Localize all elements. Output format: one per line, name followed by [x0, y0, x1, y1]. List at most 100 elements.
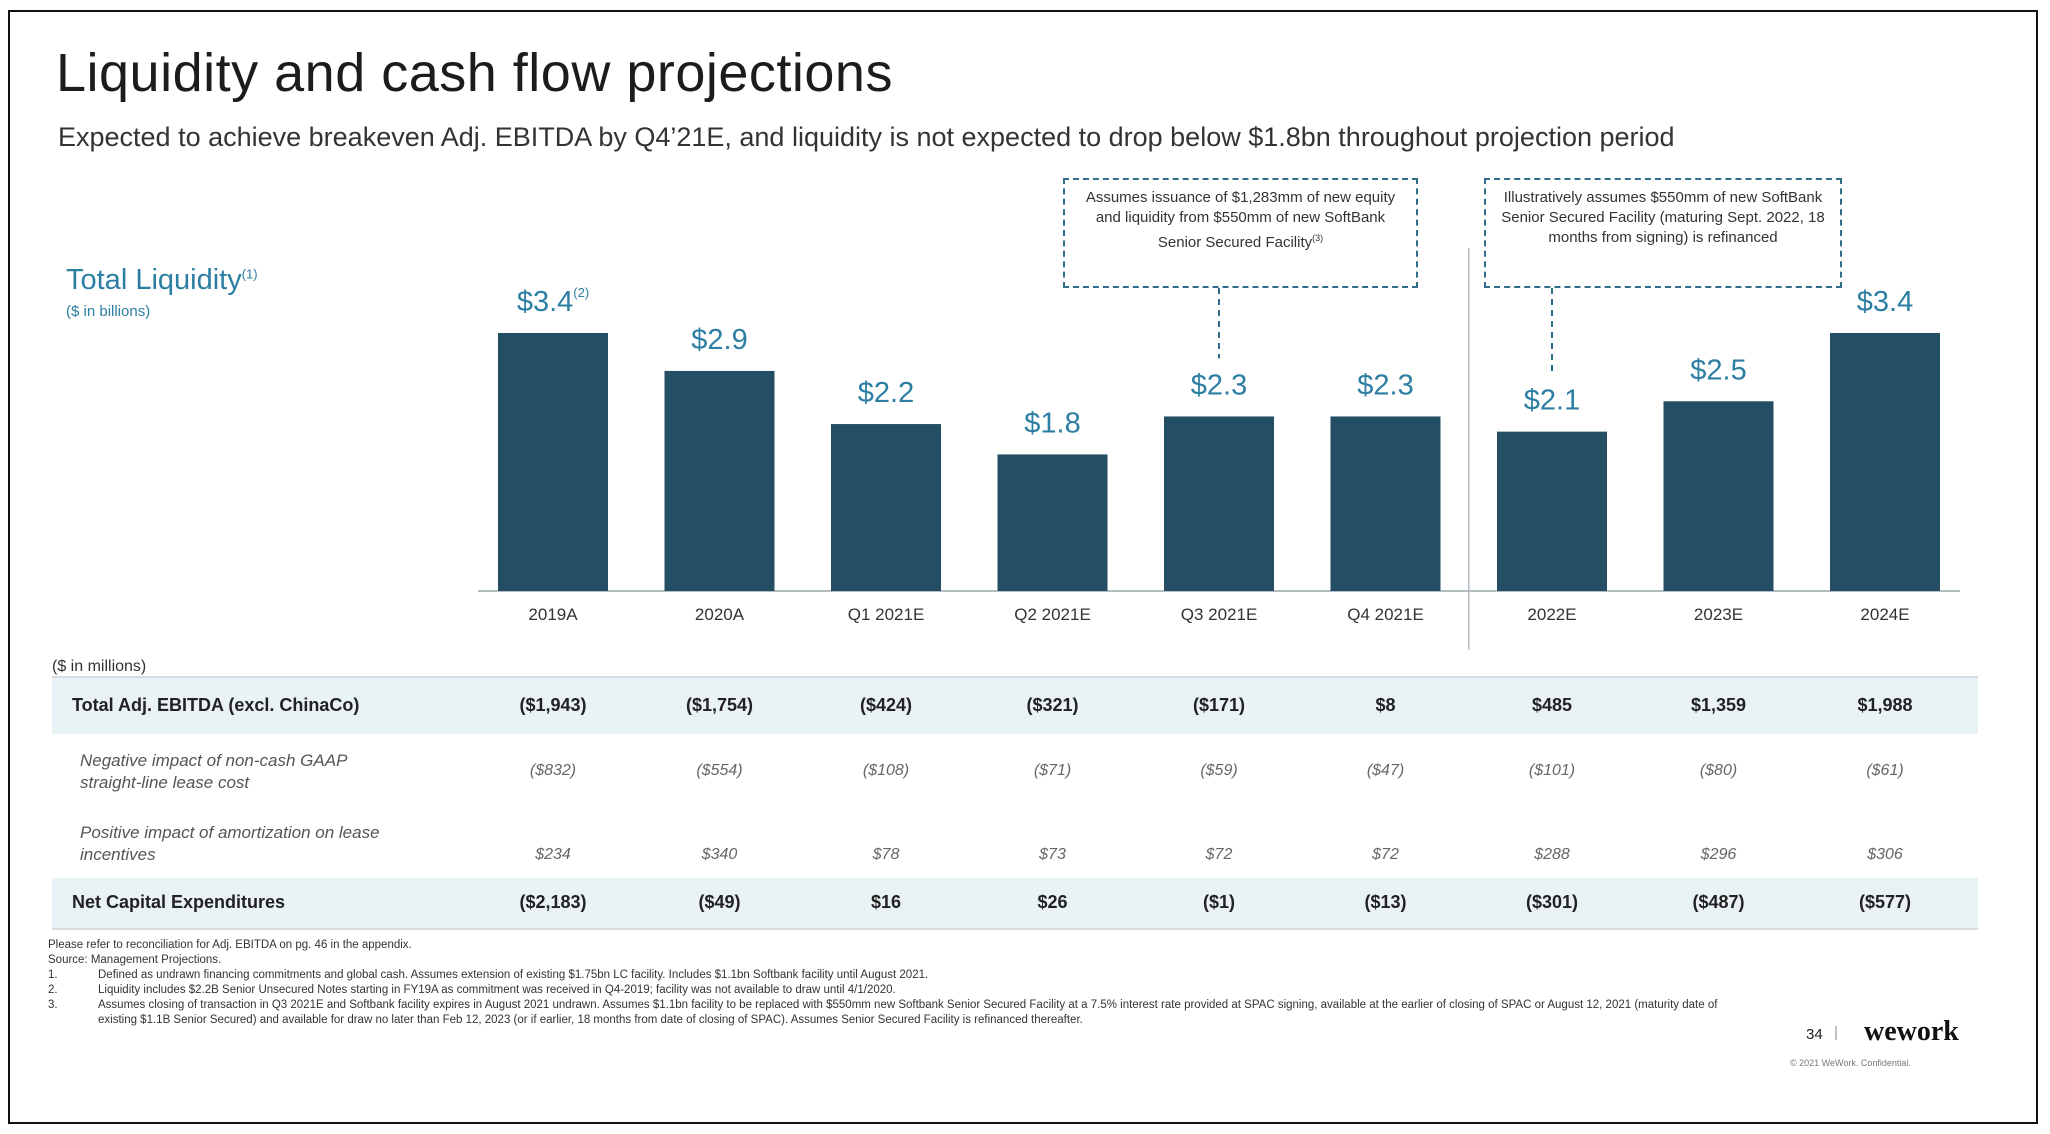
table-cell: ($108)	[862, 762, 910, 779]
table-cell: $72	[1372, 846, 1399, 863]
bar-value-footnote: (2)	[573, 285, 589, 300]
table-cell: ($2,183)	[519, 892, 587, 912]
chart-title-footnote: (1)	[241, 266, 258, 282]
footnote-source: Source: Management Projections.	[48, 954, 222, 966]
table-cell: ($301)	[1525, 892, 1579, 912]
copyright-notice: © 2021 WeWork. Confidential.	[1790, 1058, 1911, 1068]
annotation-footnote: (3)	[1312, 233, 1324, 243]
row-label: Total Adj. EBITDA (excl. ChinaCo)	[72, 695, 360, 715]
bar-2020a	[664, 370, 775, 591]
footnote-number: 1.	[48, 969, 58, 981]
page-title: Liquidity and cash flow projections	[56, 43, 893, 103]
table-cell: ($49)	[698, 892, 741, 912]
bar-value-label: $2.3	[1191, 369, 1247, 401]
footer-separator: |	[1834, 1024, 1838, 1041]
annotation-callout-2022: Illustratively assumes $550mm of new Sof…	[1484, 178, 1842, 288]
table-bottom-border	[52, 928, 1978, 930]
annotation-callout-q3: Assumes issuance of $1,283mm of new equi…	[1063, 178, 1418, 288]
table-row: Total Adj. EBITDA (excl. ChinaCo) ($1,943…	[52, 678, 1978, 734]
footnotes: Please refer to reconciliation for Adj. …	[48, 938, 1748, 1028]
bar-q1-2021e	[831, 424, 941, 591]
table-cell: ($1,943)	[519, 695, 587, 715]
table-cell: ($80)	[1699, 762, 1738, 779]
footnote-number: 2.	[48, 984, 58, 996]
table-cell: $72	[1205, 846, 1233, 863]
wework-logo: wework	[1864, 1016, 1959, 1047]
chart-title-text: Total Liquidity	[66, 264, 242, 296]
row-label: Net Capital Expenditures	[72, 892, 286, 912]
bar-q4-2021e	[1330, 416, 1441, 591]
annotation-text: Illustratively assumes $550mm of new Sof…	[1501, 189, 1825, 246]
table-row: Negative impact of non-cash GAAP straigh…	[52, 734, 1978, 806]
table-cell: $340	[701, 846, 738, 863]
table-cell: $8	[1375, 695, 1396, 715]
page-number: 34	[1806, 1026, 1823, 1043]
table-cell: $1,359	[1690, 695, 1747, 715]
table-cell: ($832)	[529, 762, 577, 779]
table-cell: ($101)	[1528, 762, 1576, 779]
bar-q3-2021e	[1164, 416, 1274, 591]
x-tick-label: 2020A	[695, 605, 745, 624]
footnote-item: 1. Defined as undrawn financing commitmen…	[48, 968, 1748, 983]
bar-value-label: $2.1	[1524, 385, 1580, 417]
table-cell: ($577)	[1858, 892, 1912, 912]
row-label: Positive impact of amortization on lease…	[80, 823, 380, 864]
bar-value-label: $3.4(2)	[517, 285, 589, 318]
x-tick-label: 2024E	[1860, 605, 1909, 624]
table-row: Net Capital Expenditures ($2,183) ($49) $16…	[52, 878, 1978, 928]
table-cell: ($61)	[1866, 762, 1904, 779]
footnote-text: Liquidity includes $2.2B Senior Unsecure…	[98, 984, 896, 996]
table-cell: $73	[1039, 846, 1066, 863]
bar-2019a	[498, 333, 608, 591]
table-cell: ($554)	[696, 762, 743, 779]
table-cell: ($1,754)	[685, 695, 754, 715]
chart-unit-label: ($ in billions)	[66, 303, 151, 320]
footnote-item: 2. Liquidity includes $2.2B Senior Unsecu…	[48, 983, 1748, 998]
x-tick-label: Q1 2021E	[848, 605, 925, 624]
table-cell: $296	[1700, 846, 1737, 863]
table-cell: ($321)	[1026, 695, 1079, 715]
table-cell: $485	[1531, 695, 1573, 715]
bar-value-label: $2.5	[1690, 354, 1746, 386]
table-cell: ($59)	[1200, 762, 1238, 779]
row-label: Negative impact of non-cash GAAP straigh…	[80, 751, 347, 792]
footnote-text: Assumes closing of transaction in Q3 202…	[98, 999, 1718, 1026]
table-cell: ($487)	[1692, 892, 1745, 912]
footnote-number: 3.	[48, 999, 58, 1011]
table-row: Positive impact of amortization on lease…	[52, 806, 1978, 878]
table-cell: $234	[535, 846, 571, 863]
page-subtitle: Expected to achieve breakeven Adj. EBITD…	[58, 122, 1675, 152]
bar-value-label: $1.8	[1024, 407, 1080, 439]
x-tick-label: Q2 2021E	[1014, 605, 1091, 624]
slide-frame	[8, 10, 2038, 1124]
table-cell: ($71)	[1033, 762, 1072, 779]
table-cell: ($424)	[859, 695, 913, 715]
x-tick-label: Q3 2021E	[1181, 605, 1258, 624]
bar-value-label: $2.9	[691, 324, 747, 356]
table-cell: $78	[872, 846, 900, 863]
bar-value-label: $3.4	[1857, 286, 1913, 318]
bar-2023e	[1663, 401, 1774, 591]
table-cell: ($1)	[1202, 892, 1235, 912]
x-tick-label: 2023E	[1694, 605, 1743, 624]
table-cell: ($13)	[1364, 892, 1407, 912]
table-cell: $306	[1867, 846, 1903, 863]
footnote-text: Defined as undrawn financing commitments…	[98, 969, 929, 981]
x-tick-label: 2019A	[528, 605, 578, 624]
annotation-text: Assumes issuance of $1,283mm of new equi…	[1085, 189, 1396, 251]
table-cell: $1,988	[1857, 695, 1913, 715]
table-cell: $16	[870, 892, 902, 912]
table-cell: $288	[1534, 846, 1570, 863]
table-cell: ($171)	[1192, 695, 1246, 715]
bar-2024e	[1830, 333, 1940, 591]
bar-value-label: $2.3	[1357, 369, 1413, 401]
table-top-border	[52, 676, 1978, 678]
x-tick-label: Q4 2021E	[1347, 605, 1424, 624]
financial-table: Total Adj. EBITDA (excl. ChinaCo) ($1,943…	[52, 676, 1978, 930]
x-tick-label: 2022E	[1527, 605, 1576, 624]
footnote-item: 3. Assumes closing of transaction in Q3 2…	[48, 998, 1748, 1028]
table-cell: ($47)	[1366, 762, 1405, 779]
bar-q2-2021e	[997, 454, 1108, 591]
bar-value-label: $2.2	[858, 377, 914, 409]
